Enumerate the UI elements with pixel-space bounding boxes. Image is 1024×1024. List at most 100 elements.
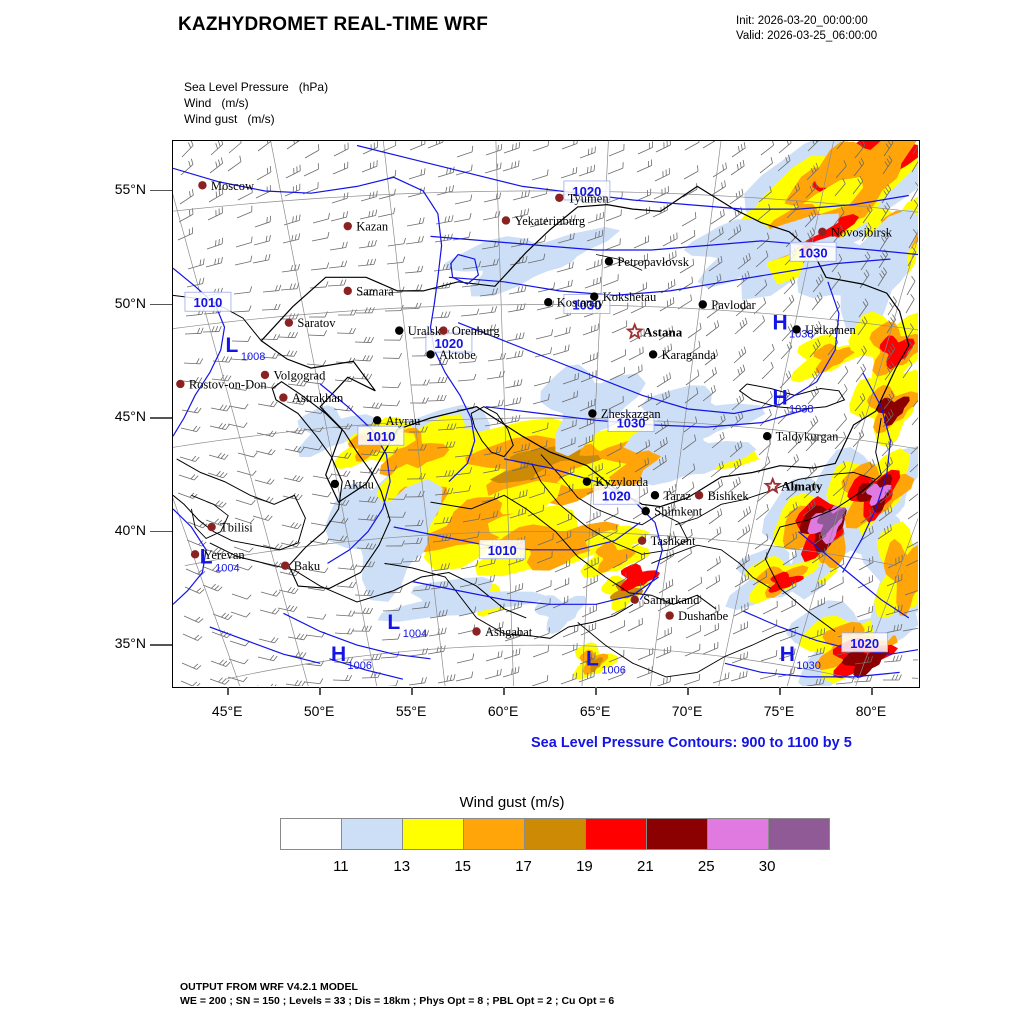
wind-barb-shaft (855, 369, 866, 383)
wind-barb-feather (395, 679, 399, 686)
wind-barb-feather (814, 433, 818, 440)
colorbar-swatch-5[interactable] (586, 819, 647, 849)
isobar-path (742, 610, 918, 655)
wind-barb-shaft (477, 580, 494, 586)
lon-tick-mark (871, 687, 873, 695)
wind-barb-feather (859, 175, 864, 182)
wind-barb-shaft (253, 240, 270, 246)
wind-barb-shaft (380, 656, 397, 659)
wind-barb-feather (291, 331, 295, 338)
wind-barb-feather (215, 161, 218, 168)
wind-barb-shaft (411, 606, 428, 610)
wind-barb-shaft (562, 630, 578, 638)
colorbar-swatch-2[interactable] (403, 819, 464, 849)
wind-barb-feather (883, 234, 888, 240)
wind-barb-shaft (655, 144, 671, 153)
wind-barb-feather (319, 426, 324, 432)
colorbar-swatch-4[interactable] (525, 819, 586, 849)
isobar-label-text: 1030 (572, 298, 601, 313)
wind-barb-feather (217, 141, 221, 147)
colorbar-swatch-1[interactable] (342, 819, 403, 849)
wind-barb-feather (791, 294, 795, 301)
wind-barb-shaft (858, 561, 874, 571)
lat-tick-mark (150, 417, 172, 419)
wind-barb-shaft (527, 510, 544, 517)
wind-barb-feather (269, 234, 271, 241)
wind-barb-feather (526, 237, 529, 244)
gust-contour-patch (875, 396, 910, 427)
wind-barb-feather (469, 467, 473, 474)
wind-barb-feather (818, 552, 820, 559)
wind-barb-shaft (206, 243, 223, 250)
city-label: Yerevan (204, 548, 246, 562)
wind-barb-feather (221, 502, 227, 508)
wind-barb-feather (199, 589, 205, 594)
wind-barb-feather (221, 141, 224, 145)
wind-barb-feather (670, 343, 673, 350)
wind-barb-shaft (783, 282, 796, 295)
wind-barb-feather (378, 653, 382, 660)
wind-barb-feather (860, 366, 864, 373)
wind-barb-feather (668, 327, 671, 334)
wind-barb-feather (735, 479, 738, 486)
wind-barb-shaft (228, 405, 245, 410)
wind-barb-shaft (354, 594, 372, 597)
wind-barb-feather (470, 449, 474, 456)
gust-contour-patch (813, 141, 917, 223)
wind-barb-shaft (634, 463, 649, 473)
wind-barb-shaft (334, 379, 351, 382)
wind-barb-feather (812, 141, 815, 145)
city-markers: MoscowKazanSamaraSaratovVolgogradRostov-… (176, 179, 893, 639)
colorbar-swatch-0[interactable] (281, 819, 342, 849)
wind-barb-feather (375, 209, 378, 216)
wind-barb-feather (293, 522, 299, 529)
city-label: Saratov (297, 316, 336, 330)
wind-barb-feather (498, 210, 501, 217)
wind-barb-shaft (662, 489, 677, 500)
wind-barb-feather (372, 543, 377, 550)
wind-barb-feather (741, 393, 745, 400)
colorbar-swatch-7[interactable] (708, 819, 769, 849)
wind-barb-feather (745, 526, 748, 533)
wind-barb-shaft (458, 361, 475, 364)
colorbar-swatch-6[interactable] (647, 819, 708, 849)
wind-barb-feather (445, 609, 448, 616)
wind-barb-shaft (553, 583, 569, 591)
wind-barb-shaft (804, 215, 817, 228)
wind-barb-feather (517, 286, 520, 293)
city-dot-icon (588, 409, 597, 418)
wind-barb-feather (909, 323, 914, 329)
wind-barb-shaft (781, 328, 794, 342)
wind-barb-feather (792, 581, 794, 588)
wind-barb-feather (740, 206, 743, 213)
colorbar[interactable] (280, 818, 830, 850)
wind-barb-feather (700, 576, 703, 583)
wind-barb-shaft (336, 585, 353, 588)
wind-barb-shaft (308, 569, 325, 574)
wind-barb-feather (272, 590, 278, 596)
gust-contour-patch (841, 648, 890, 679)
wind-barb-shaft (612, 308, 628, 316)
wind-barb-feather (445, 186, 448, 193)
wind-barb-feather (369, 607, 373, 614)
wind-barb-feather (863, 272, 868, 278)
wind-barb-shaft (906, 280, 916, 296)
wind-barb-feather (367, 336, 371, 343)
colorbar-swatch-8[interactable] (769, 819, 829, 849)
colorbar-swatch-3[interactable] (464, 819, 525, 849)
lon-tick-label: 45°E (211, 703, 243, 719)
wind-barb-feather (711, 369, 715, 376)
variable-wind-gust: Wind gust (m/s) (184, 112, 275, 126)
wind-barb-feather (910, 294, 915, 300)
wind-barb-shaft (436, 190, 453, 196)
wind-barb-shaft (386, 261, 403, 265)
map-panel[interactable]: 1010 1020 1020 1030 1030 1030 1010 1020 1010 1020… (115, 140, 920, 719)
border-path (173, 458, 306, 551)
wind-barb-shaft (255, 190, 271, 199)
wind-barb-shaft (532, 399, 549, 405)
gust-contour-patch (879, 335, 915, 370)
wind-barb-feather (671, 485, 674, 492)
wind-barb-feather (916, 153, 918, 157)
wind-barb-feather (795, 483, 799, 490)
city-label: Volgograd (273, 368, 326, 382)
